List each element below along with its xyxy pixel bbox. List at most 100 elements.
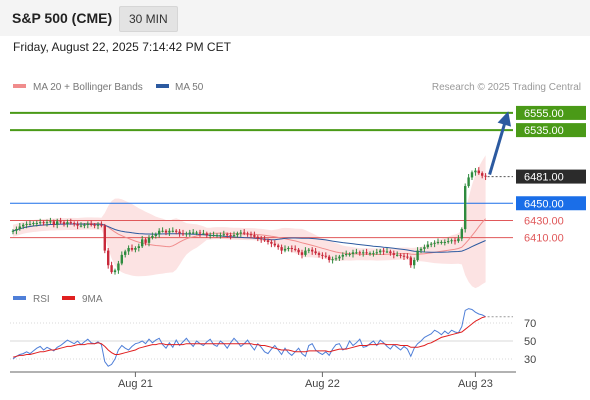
candle-body bbox=[209, 235, 212, 237]
candle-body bbox=[212, 235, 215, 237]
timeframe-button[interactable]: 30 MIN bbox=[119, 6, 178, 32]
candle-body bbox=[28, 223, 32, 225]
bollinger-legend-swatch bbox=[13, 84, 26, 88]
candle-body bbox=[134, 248, 137, 250]
candle-body bbox=[433, 242, 436, 244]
candle-body bbox=[22, 224, 25, 227]
candle-body bbox=[277, 245, 280, 248]
candle-body bbox=[355, 252, 358, 254]
candle-body bbox=[11, 230, 15, 232]
rsi-legend-label: RSI bbox=[33, 294, 50, 305]
chart-overlay bbox=[488, 111, 512, 176]
candle-body bbox=[436, 241, 440, 243]
candle-body bbox=[317, 253, 321, 255]
candle-body bbox=[484, 175, 487, 177]
candle-body bbox=[345, 254, 348, 256]
candle-body bbox=[73, 223, 76, 225]
candle-body bbox=[161, 230, 164, 232]
candle-body bbox=[18, 226, 21, 230]
candle-body bbox=[117, 263, 120, 271]
resistance-tag-6555-00 bbox=[516, 105, 586, 120]
candle-body bbox=[379, 250, 382, 253]
last-price-tag bbox=[516, 169, 586, 184]
candle-body bbox=[443, 241, 446, 243]
candle-body bbox=[392, 253, 395, 255]
candle-body bbox=[351, 252, 355, 255]
candle-body bbox=[321, 254, 324, 256]
candle-body bbox=[96, 224, 100, 226]
candle-body bbox=[453, 240, 457, 242]
candle-body bbox=[195, 232, 198, 234]
candle-body bbox=[178, 231, 181, 234]
candles bbox=[11, 167, 487, 275]
candle-body bbox=[222, 234, 225, 236]
rsi-line bbox=[12, 308, 486, 367]
candle-body bbox=[66, 222, 69, 224]
candle-body bbox=[430, 243, 433, 245]
candle-body bbox=[100, 224, 103, 226]
candle-body bbox=[304, 250, 307, 255]
candle-body bbox=[83, 224, 86, 226]
candle-body bbox=[141, 239, 144, 247]
candle-body bbox=[399, 254, 402, 256]
candle-body bbox=[226, 234, 229, 236]
candle-body bbox=[270, 241, 273, 244]
candle-body bbox=[368, 253, 372, 255]
candle-body bbox=[423, 247, 426, 249]
chart-header bbox=[0, 0, 590, 36]
candle-body bbox=[389, 251, 392, 254]
candle-body bbox=[273, 243, 276, 246]
support-label-6430-00: 6430.00 bbox=[524, 215, 564, 227]
candle-body bbox=[175, 230, 178, 232]
candle-body bbox=[280, 247, 283, 251]
candle-body bbox=[287, 248, 290, 249]
rsi-ma9-line bbox=[12, 316, 486, 358]
candle-body bbox=[192, 232, 195, 234]
candle-body bbox=[406, 256, 409, 258]
candle-body bbox=[69, 222, 72, 224]
x-tick-label: Aug 23 bbox=[458, 378, 493, 390]
ma50-legend-swatch bbox=[156, 84, 169, 88]
rsi-tick-50: 50 bbox=[524, 336, 536, 348]
candle-body bbox=[253, 235, 256, 237]
resistance-label-6555-00: 6555.00 bbox=[524, 108, 564, 120]
candle-body bbox=[49, 221, 52, 223]
bollinger-legend-label: MA 20 + Bollinger Bands bbox=[33, 82, 143, 93]
candle-body bbox=[147, 237, 151, 243]
candle-body bbox=[331, 259, 334, 261]
candle-body bbox=[409, 257, 412, 266]
candle-body bbox=[59, 221, 62, 223]
candle-body bbox=[137, 246, 140, 248]
candle-body bbox=[481, 173, 484, 176]
candle-body bbox=[297, 249, 300, 253]
candle-body bbox=[76, 223, 79, 226]
bollinger-band-fill bbox=[13, 155, 486, 289]
candle-body bbox=[39, 222, 42, 224]
candle-body bbox=[188, 232, 191, 234]
candle-body bbox=[440, 241, 443, 243]
candle-body bbox=[62, 222, 66, 224]
candle-body bbox=[35, 223, 38, 225]
candle-body bbox=[419, 248, 423, 251]
resistance-tag-6535-00 bbox=[516, 123, 586, 138]
candle-body bbox=[416, 250, 419, 261]
ma9-legend-label: 9MA bbox=[82, 294, 103, 305]
candle-body bbox=[90, 223, 93, 225]
candle-body bbox=[86, 223, 89, 225]
support-label-6410-00: 6410.00 bbox=[524, 233, 564, 245]
candle-body bbox=[110, 265, 113, 273]
candle-body bbox=[144, 239, 147, 243]
rsi-panel: 70 50 30 bbox=[10, 308, 536, 367]
candle-body bbox=[198, 232, 202, 234]
candle-body bbox=[263, 239, 266, 241]
candle-body bbox=[164, 230, 168, 233]
candle-body bbox=[25, 223, 28, 225]
candle-body bbox=[45, 222, 49, 224]
candle-body bbox=[324, 255, 327, 257]
ma50-legend-label: MA 50 bbox=[175, 82, 204, 93]
candle-body bbox=[341, 254, 344, 257]
candle-body bbox=[460, 229, 463, 239]
candle-body bbox=[334, 258, 338, 260]
candle-body bbox=[239, 232, 242, 234]
